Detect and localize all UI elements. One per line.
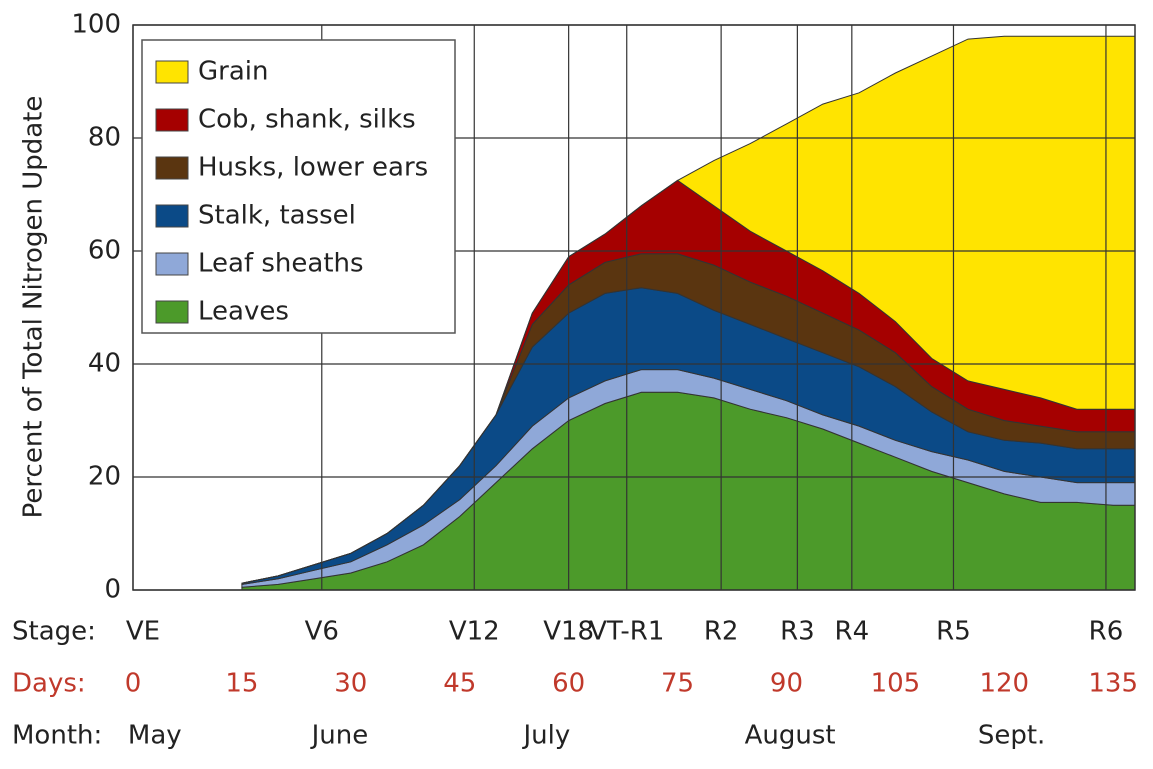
stage-label: V18: [543, 617, 594, 647]
y-tick-label: 20: [88, 462, 121, 492]
legend-label: Stalk, tassel: [198, 201, 356, 231]
legend-swatch: [155, 252, 189, 276]
legend-label: Leaves: [198, 297, 289, 327]
legend-swatch: [155, 300, 189, 324]
stage-label: R5: [936, 617, 971, 647]
stage-label: V12: [449, 617, 500, 647]
plot-frame: [132, 24, 1136, 591]
y-tick-label: 60: [88, 236, 121, 266]
x-tick-label: 30: [334, 669, 367, 699]
month-label: May: [128, 721, 182, 751]
stage-label: R3: [780, 617, 815, 647]
y-tick-label: 0: [104, 575, 121, 605]
legend: Grain Cob, shank, silks Husks, lower ears S…: [141, 39, 456, 334]
legend-box: [141, 39, 456, 334]
legend-label: Husks, lower ears: [198, 153, 428, 183]
x-tick-label: 75: [661, 669, 694, 699]
x-tick-label: 105: [871, 669, 921, 699]
month-label: August: [745, 721, 836, 751]
stage-label: R6: [1089, 617, 1124, 647]
stage-row-label: Stage:: [12, 617, 96, 647]
x-axis-label: Days:: [12, 669, 86, 699]
y-axis-label: Percent of Total Nitrogen Update: [19, 96, 49, 519]
stage-label: V6: [305, 617, 339, 647]
x-tick-label: 90: [770, 669, 803, 699]
stage-label: R4: [835, 617, 870, 647]
stage-label: R2: [704, 617, 739, 647]
stage-label: VE: [126, 617, 160, 647]
legend-swatch: [155, 156, 189, 180]
x-tick-label: 135: [1088, 669, 1138, 699]
legend-swatch: [155, 108, 189, 132]
legend-swatch: [155, 60, 189, 84]
legend-label: Leaf sheaths: [198, 249, 364, 279]
legend-label: Grain: [198, 57, 268, 87]
y-tick-label: 100: [71, 10, 121, 40]
month-label: June: [310, 721, 369, 751]
month-row-label: Month:: [12, 721, 102, 751]
stage-label: VT-R1: [589, 617, 664, 647]
x-tick-label: 15: [225, 669, 258, 699]
month-label: Sept.: [978, 721, 1045, 751]
y-tick-label: 80: [88, 123, 121, 153]
x-tick-label: 0: [125, 669, 142, 699]
x-tick-label: 45: [443, 669, 476, 699]
legend-swatch: [155, 204, 189, 228]
month-label: July: [521, 721, 570, 751]
x-tick-label: 120: [979, 669, 1029, 699]
legend-label: Cob, shank, silks: [198, 105, 416, 135]
x-tick-label: 60: [552, 669, 585, 699]
y-tick-label: 40: [88, 349, 121, 379]
